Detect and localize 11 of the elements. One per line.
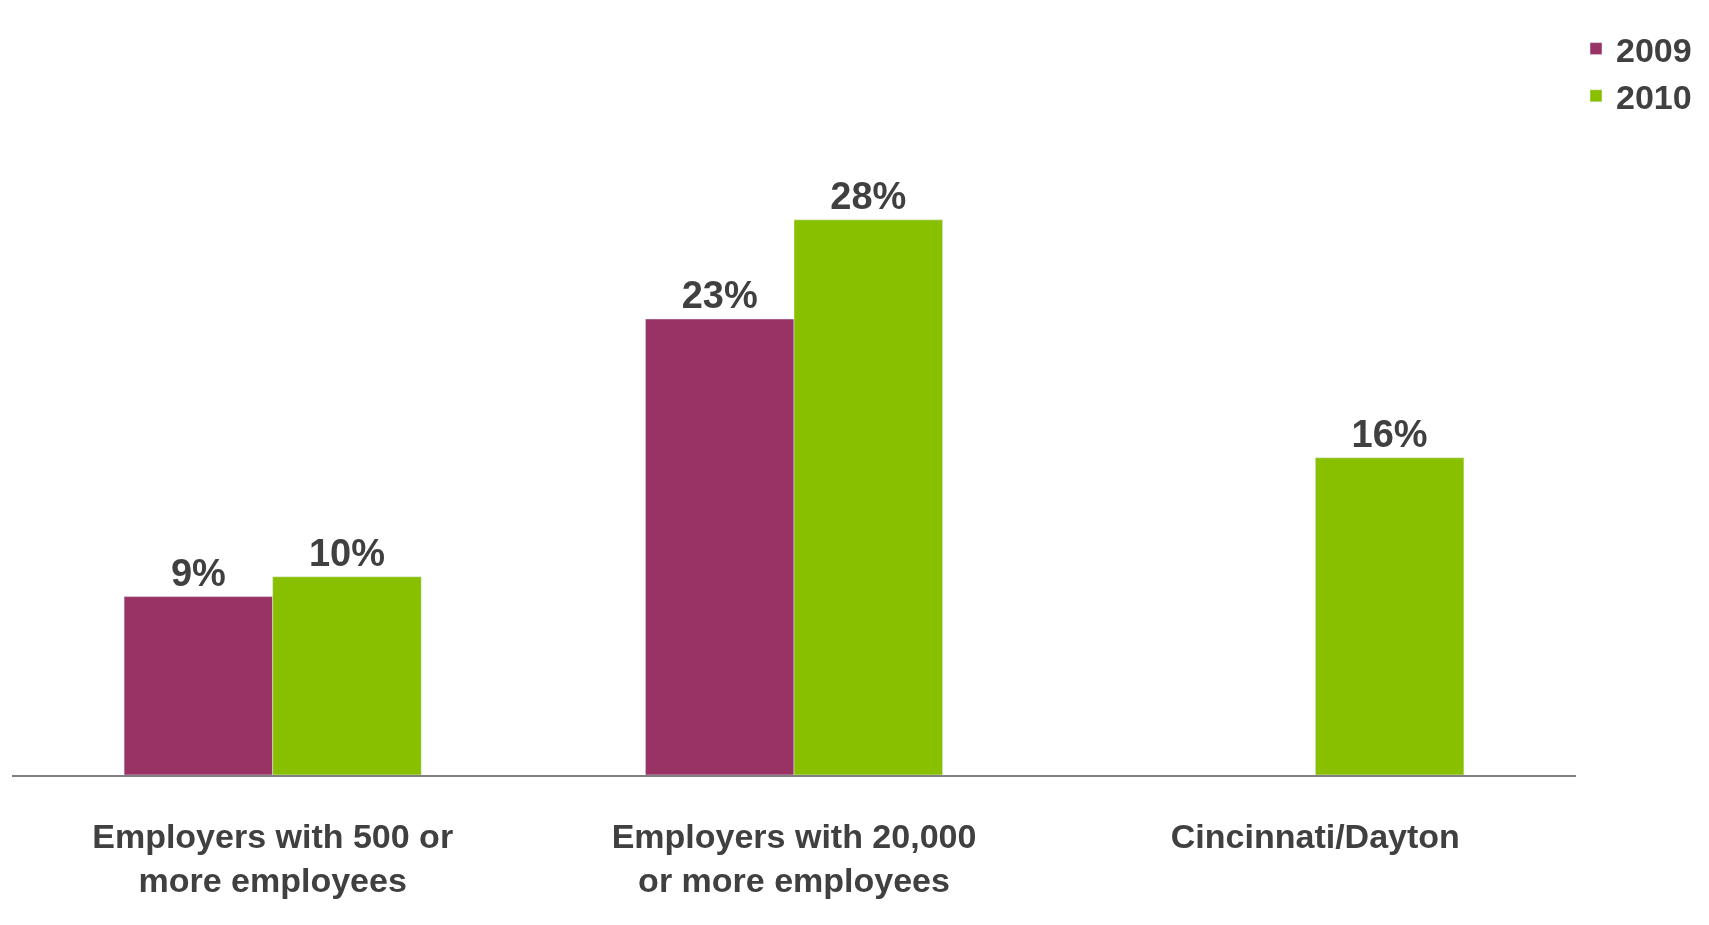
bar (1315, 457, 1465, 775)
x-tick-label: Employers with 500 or more employees (92, 816, 454, 899)
x-tick-label: Cincinnati/Dayton (1170, 816, 1460, 855)
legend-label: 2009 (1616, 30, 1692, 69)
data-label: 10% (308, 531, 385, 574)
data-label: 23% (681, 273, 758, 316)
data-label: 16% (1351, 412, 1428, 455)
data-label: 28% (830, 174, 907, 217)
data-label: 9% (170, 551, 226, 594)
x-tick-label: Employers with 20,000 or more employees (611, 816, 977, 899)
legend-label: 2010 (1616, 78, 1692, 117)
